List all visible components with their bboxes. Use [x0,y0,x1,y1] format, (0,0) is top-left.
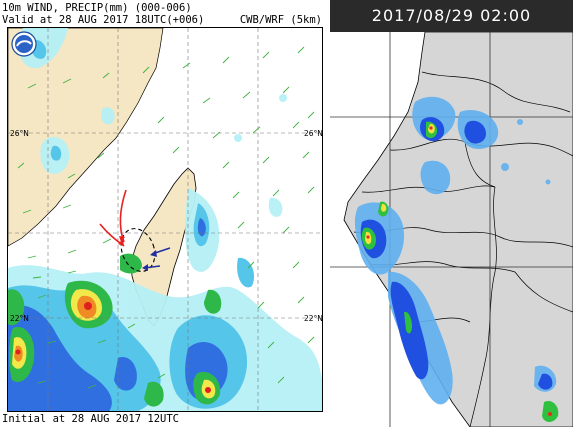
lat-label-22n-right: 22°N [304,314,323,323]
initial-time: Initial at 28 AUG 2017 12UTC [2,413,180,425]
lat-label-26n-left: 26°N [10,129,29,138]
radar-header: 2017/08/29 02:00 [330,0,573,32]
forecast-title: 10m WIND, PRECIP(mm) (000-006) [2,2,192,14]
lat-label-22n-left: 22°N [10,314,29,323]
china-coast [8,28,164,247]
agency-logo-icon [11,31,37,57]
model-name: CWB/WRF (5km) [239,14,322,26]
annotation-circle [120,228,156,272]
forecast-panel: 10m WIND, PRECIP(mm) (000-006) Valid at … [2,2,323,425]
valid-time: Valid at 28 AUG 2017 18UTC(+006) [2,14,205,26]
radar-panel: 2017/08/29 02:00 [330,0,573,427]
radar-map [330,32,573,427]
forecast-map: 26°N 26°N 22°N 22°N [7,27,323,412]
radar-timestamp: 2017/08/29 02:00 [371,6,532,25]
lat-label-26n-right: 26°N [304,129,323,138]
